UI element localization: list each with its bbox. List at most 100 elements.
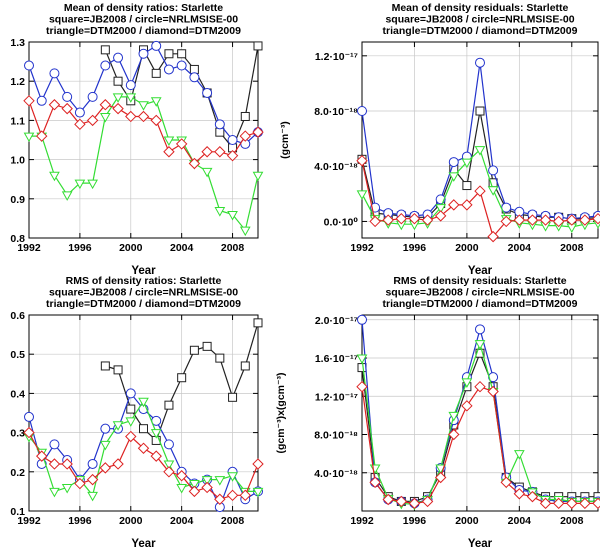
data-point-diamond [526,490,539,503]
data-point-diamond [201,146,213,158]
data-point-diamond [513,214,526,226]
data-point-diamond [526,214,539,226]
x-tick-label: 2004 [170,242,194,254]
series-jb2008 [100,318,263,445]
data-point-diamond [252,126,264,138]
data-point-circle [163,64,174,75]
y-tick-label: 4.0·10⁻¹⁸ [314,161,358,173]
data-point-diamond [163,146,175,158]
data-point-circle [49,439,60,450]
data-point-diamond [448,428,460,441]
y-tick-label: 1.2 [10,76,25,88]
x-tick-label: 2008 [560,515,584,527]
data-point-circle [227,135,238,145]
y-tick-label: 1.1 [10,115,25,127]
data-point-circle [448,157,459,168]
data-point-circle [189,72,200,83]
data-point-triangle [176,483,188,494]
x-tick-label: 1992 [17,515,41,527]
data-point-diamond [500,215,512,228]
data-point-square [164,49,174,59]
chart-panel-2: Mean of density residuals: Starlettesqua… [279,2,600,277]
y-tick-label: 0.5 [10,349,25,361]
data-point-square [228,392,238,402]
y-tick-label: 8.0·10⁻¹⁸ [314,430,358,442]
data-point-circle [475,57,485,68]
data-point-diamond [356,381,368,393]
data-point-diamond [201,481,213,494]
series-nrlmsise-00 [24,40,263,149]
data-point-diamond [86,473,99,486]
data-point-diamond [175,138,188,150]
chart-panel-4: RMS of density residuals: Starlettesquar… [275,275,600,550]
data-point-circle [138,48,149,59]
data-point-diamond [500,476,512,489]
data-point-triangle [227,210,238,221]
data-point-diamond [112,458,124,470]
data-point-triangle [461,378,473,388]
y-tick-label: 4.0·10⁻¹⁸ [314,468,358,480]
y-tick-label: 0.2 [10,467,25,479]
data-point-diamond [461,400,473,412]
data-point-square [357,363,367,373]
data-point-square [215,127,225,137]
data-point-diamond [408,497,421,510]
data-point-diamond [99,99,112,111]
data-point-triangle [138,397,149,408]
data-point-square [253,318,263,328]
data-point-triangle [189,480,200,490]
data-point-diamond [474,185,486,197]
x-tick-label: 2008 [221,515,245,527]
x-tick-label: 1992 [350,515,374,527]
chart-title-line: RMS of density ratios: Starlette [66,275,222,287]
series-line-dtm2009 [361,160,599,238]
y-tick-label: 1.6·10⁻¹⁷ [315,353,358,365]
data-point-triangle [112,421,124,431]
data-point-triangle [99,440,111,451]
data-point-diamond [23,426,35,439]
data-point-diamond [226,489,239,502]
data-point-square [240,361,250,371]
series-dtm2000 [23,93,264,237]
data-point-diamond [539,497,552,510]
data-point-triangle [448,411,460,422]
x-tick-label: 2004 [170,515,194,527]
data-point-diamond [448,199,460,211]
data-point-triangle [49,171,60,182]
x-tick-label: 1992 [350,242,374,254]
data-point-circle [74,107,85,118]
x-axis-label: Year [468,538,493,550]
data-point-square [100,45,110,55]
data-point-triangle [163,460,175,470]
data-point-triangle [201,476,213,486]
data-point-diamond [579,497,591,510]
x-tick-label: 2000 [455,515,479,527]
data-point-diamond [421,214,434,226]
x-tick-label: 2004 [508,242,532,254]
data-point-diamond [382,493,394,506]
data-point-diamond [150,114,162,127]
data-point-triangle [87,179,98,190]
data-point-diamond [74,118,86,131]
data-point-triangle [214,207,226,217]
data-point-diamond [461,199,473,211]
data-point-circle [176,60,187,71]
data-point-triangle [125,93,137,103]
y-tick-label: 0.1 [10,506,25,518]
x-tick-label: 2008 [221,242,245,254]
x-tick-label: 1992 [17,242,41,254]
data-point-circle [357,314,367,325]
data-point-triangle [112,93,124,103]
data-point-square [100,361,110,371]
data-point-triangle [201,167,213,178]
data-point-diamond [592,497,600,510]
data-point-square [215,353,225,363]
data-point-diamond [474,381,486,393]
chart-title-line: Mean of density residuals: Starlette [392,2,569,14]
data-point-diamond [513,488,526,500]
data-point-diamond [395,212,408,225]
y-tick-label: 1.2·10⁻¹⁷ [315,51,358,63]
data-point-diamond [487,230,499,243]
series-jb2008 [357,106,600,224]
